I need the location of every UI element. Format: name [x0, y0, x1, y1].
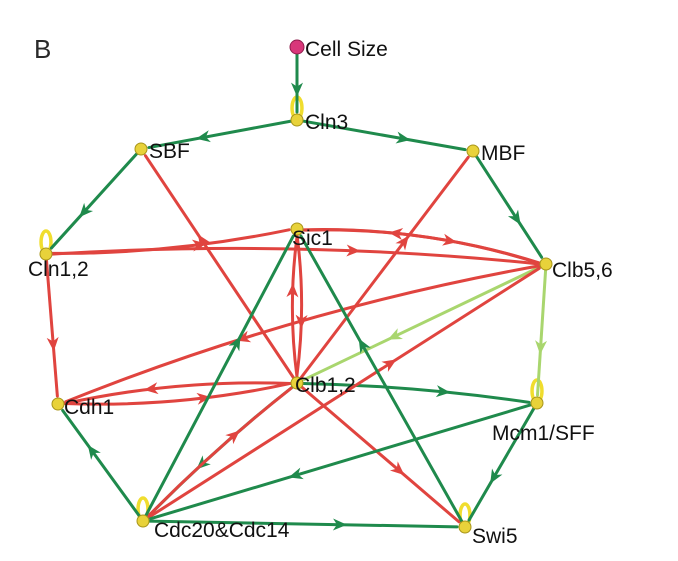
node-label-clb56: Clb5,6 [552, 259, 613, 282]
arrowhead-cdc20-to-clb12 [225, 430, 240, 445]
edge-clb12-to-cdh1 [64, 381, 293, 405]
node-cdc20 [136, 514, 150, 528]
node-clb56 [539, 257, 553, 271]
edge-clb56-to-cdh1 [64, 264, 542, 404]
node-label-mcm1: Mcm1/SFF [492, 422, 595, 445]
node-mcm1 [530, 396, 544, 410]
nodes-layer [39, 39, 553, 534]
node-cdh1 [51, 397, 65, 411]
arrowhead-cdc20-to-clb56 [381, 359, 397, 372]
edges-layer [44, 51, 548, 531]
arrowhead-clb56-to-clb12 [387, 328, 403, 340]
arrowhead-clb56-to-sic1 [388, 228, 404, 240]
arrowhead-clb56-to-mcm1 [535, 340, 548, 355]
arrowhead-cln12-to-cdh1 [46, 336, 59, 352]
node-label-clb12: Clb1,2 [295, 374, 356, 397]
edge-cdc20-to-clb12 [145, 386, 293, 519]
arrowhead-cln12-to-clb56 [346, 244, 361, 257]
arrowhead-clb12-to-mcm1 [435, 385, 451, 398]
edge-sic1-to-clb12 [295, 233, 304, 377]
node-label-sbf: SBF [149, 140, 190, 163]
edge-cdc20-to-cdh1 [61, 408, 141, 518]
arrowhead-sbf-to-cln12 [79, 202, 94, 218]
arrowhead-clb12-to-sic1 [286, 283, 299, 298]
node-cellsize [289, 39, 305, 55]
node-label-mbf: MBF [481, 142, 525, 165]
edge-cdc20-to-sic1 [144, 234, 295, 518]
edge-sbf-to-cln12 [49, 151, 139, 250]
node-label-cellsize: Cell Size [305, 38, 388, 61]
node-label-cln12: Cln1,2 [28, 258, 89, 281]
arrowhead-clb12-to-mbf [395, 235, 409, 251]
arrowhead-cln3-to-sbf [196, 130, 211, 143]
node-label-cdc20: Cdc20&Cdc14 [154, 519, 290, 542]
arrowhead-cdc20-to-swi5 [332, 518, 347, 531]
edge-clb12-to-mcm1 [301, 381, 531, 404]
node-sic1 [290, 222, 304, 236]
arrowhead-mcm1-to-cdc20 [288, 467, 304, 480]
node-label-cln3: Cln3 [305, 111, 348, 134]
edge-cln3-to-mbf [301, 119, 467, 152]
edge-clb12-to-sic1 [290, 235, 299, 379]
edge-sic1-to-clb56 [301, 228, 540, 265]
edge-clb56-to-sic1 [303, 228, 542, 265]
node-cln12 [39, 247, 53, 261]
node-label-sic1: Sic1 [292, 227, 333, 250]
edge-cln12-to-clb56 [50, 246, 540, 266]
edge-cln12-to-cdh1 [44, 258, 59, 398]
node-clb12 [290, 376, 304, 390]
node-sbf [134, 142, 148, 156]
node-mbf [466, 144, 480, 158]
arrowhead-cdc20-to-sic1 [228, 336, 241, 352]
labels-layer: Cell Size Cln3 SBF MBF Cln1,2 Sic1 Clb5,6 Clb1,… [28, 38, 613, 548]
node-label-cdh1: Cdh1 [64, 396, 114, 419]
arrowhead-cdh1-to-clb12 [196, 392, 212, 405]
node-cln3 [290, 113, 304, 127]
edge-cln3-to-sbf [147, 119, 293, 150]
node-swi5 [458, 520, 472, 534]
panel-label: B [34, 34, 51, 64]
edge-swi5-to-sic1 [299, 234, 464, 524]
edge-mcm1-to-swi5 [467, 406, 536, 522]
arrowhead-cdc20-to-cdh1 [87, 444, 101, 460]
arrowhead-mcm1-to-swi5 [490, 468, 503, 484]
edge-clb56-to-mcm1 [536, 268, 548, 397]
edge-cdc20-to-swi5 [147, 519, 459, 529]
edge-clb56-to-clb12 [302, 265, 543, 382]
edge-cdc20-to-clb56 [146, 266, 541, 520]
node-label-swi5: Swi5 [472, 525, 518, 548]
edge-mbf-to-clb56 [474, 154, 544, 259]
arrowhead-mbf-to-clb56 [507, 209, 521, 225]
edge-clb12-to-mbf [299, 155, 470, 380]
edge-clb12-to-sbf [143, 154, 296, 380]
arrowhead-cln3-to-mbf [395, 131, 411, 144]
arrowhead-swi5-to-sic1 [358, 338, 371, 354]
edge-clb12-to-swi5 [300, 385, 461, 524]
arrowhead-clb12-to-cdh1 [143, 382, 159, 395]
arrowhead-clb12-to-sbf [197, 234, 211, 250]
edge-mcm1-to-cdc20 [149, 403, 533, 521]
edge-cdh1-to-clb12 [62, 382, 291, 406]
arrowhead-cellsize-to-cln3 [291, 82, 303, 97]
